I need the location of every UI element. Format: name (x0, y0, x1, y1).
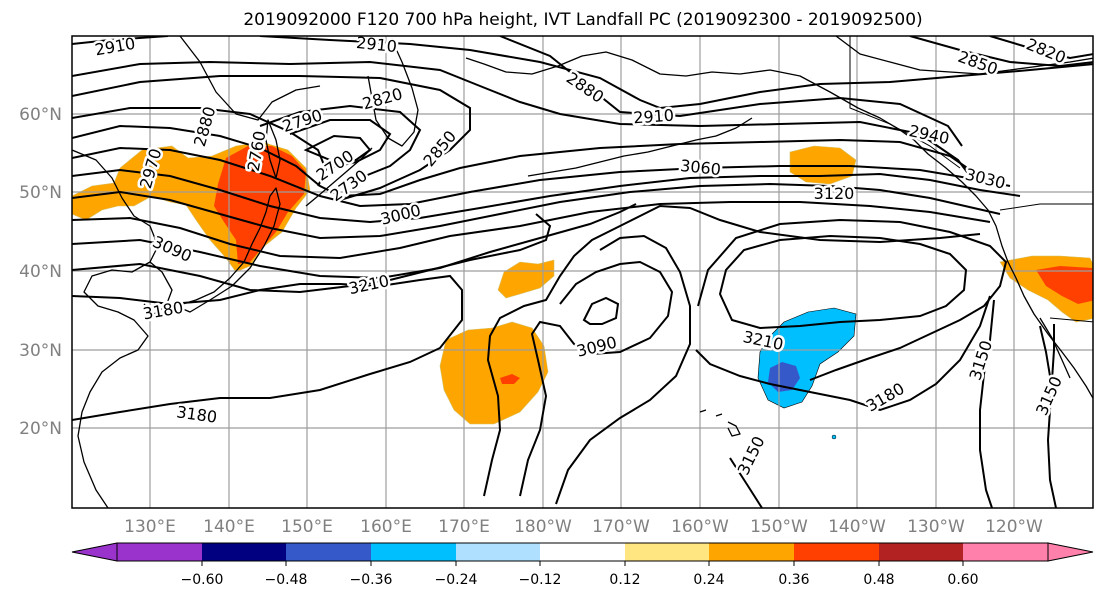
height-contour (72, 75, 471, 201)
colorbar-min-extension (71, 542, 118, 562)
height-contour (72, 182, 1001, 240)
height-contour (1039, 325, 1051, 377)
height-contour (499, 36, 963, 147)
height-contour (72, 213, 552, 294)
lon-label: 120°W (985, 517, 1043, 537)
height-contour (303, 134, 372, 161)
map-frame (71, 35, 1094, 509)
colorbar-bin (117, 543, 202, 561)
colorbar-bin (625, 543, 709, 561)
colorbar-bin (202, 543, 286, 561)
ivt-high-positive-core (1036, 266, 1093, 304)
colorbar-tick-label: 0.48 (863, 572, 894, 588)
height-contour (72, 36, 169, 45)
height-contour (718, 234, 968, 330)
height-contour (695, 295, 991, 412)
colorbar-bin (371, 543, 456, 561)
height-contour (697, 218, 1008, 381)
height-contour (729, 457, 763, 508)
ivt-positive-region (497, 259, 555, 299)
japan-coastline (175, 187, 281, 313)
colorbar-frame (116, 542, 1049, 562)
height-contour (72, 124, 977, 198)
lon-label: 170°W (592, 517, 650, 537)
figure-title: 2019092000 F120 700 hPa height, IVT Land… (243, 10, 922, 30)
height-contour (72, 107, 328, 187)
colorbar-tick-label: −0.60 (181, 572, 224, 588)
height-contours (72, 36, 1093, 508)
lat-label: 50°N (19, 183, 62, 203)
lon-label: 140°E (203, 517, 255, 537)
colorbar-tick-label: 0.24 (693, 572, 724, 588)
height-contour (909, 36, 1093, 68)
latitude-labels: 60°N 50°N 40°N 30°N 20°N (19, 105, 62, 439)
contour-label: 2910 (633, 106, 675, 128)
longitude-labels: 130°E 140°E 150°E 160°E 170°E 180°W 170°… (124, 517, 1043, 537)
colorbar-bin (794, 543, 879, 561)
lon-label: 160°E (360, 517, 412, 537)
korea-coastline (143, 261, 173, 315)
height-contour (582, 296, 620, 325)
height-contour (989, 36, 1093, 60)
lat-label: 40°N (19, 262, 62, 282)
colorbar-bin (963, 543, 1048, 561)
lon-label: 150°W (750, 517, 808, 537)
lon-label: 130°W (907, 517, 965, 537)
colorbar-max-extension (1047, 542, 1094, 562)
baja-california-coastline (1039, 317, 1071, 379)
map-background (72, 36, 1093, 508)
ivt-positive-region (439, 321, 549, 425)
arctic-coast (835, 36, 1093, 75)
hawaii-islands (699, 409, 741, 437)
height-contour (519, 260, 674, 497)
colorbar-tick-label: −0.24 (435, 572, 478, 588)
height-contour (979, 299, 995, 508)
lon-label: 180°W (514, 517, 572, 537)
lon-label: 160°W (671, 517, 729, 537)
colorbar-tick-label: −0.12 (519, 572, 562, 588)
okhotsk-coastline (179, 36, 321, 121)
us-canada-border (999, 203, 1093, 211)
height-contour (555, 234, 691, 505)
height-contour (72, 168, 1021, 224)
colorbar-bin (286, 543, 371, 561)
lon-label: 140°W (828, 517, 886, 537)
height-contour (483, 204, 981, 497)
lat-label: 20°N (19, 419, 62, 439)
colorbar: −0.60 −0.48 −0.36 −0.24 −0.12 0.12 0.24 … (71, 542, 1094, 588)
colorbar-tick-label: 0.12 (609, 572, 640, 588)
height-contour (72, 201, 991, 260)
height-contour (1046, 324, 1057, 508)
lon-label: 170°E (438, 517, 490, 537)
east-asia-coastline (72, 149, 159, 508)
colorbar-bin (709, 543, 794, 561)
height-contour (72, 274, 463, 421)
ivt-shading (72, 141, 1093, 440)
ivt-negative-spot (831, 434, 837, 440)
contour-label: 3120 (814, 184, 855, 203)
map-panel: 2910 2910 2880 2850 2820 2880 2910 2940 … (72, 36, 1093, 508)
height-contour (72, 203, 637, 280)
colorbar-tick-label: 0.36 (778, 572, 809, 588)
colorbar-tick-label: −0.36 (350, 572, 393, 588)
colorbar-bin (879, 543, 963, 561)
lat-label: 60°N (19, 105, 62, 125)
colorbar-bin (540, 543, 625, 561)
ivt-high-positive-core (500, 374, 520, 384)
height-contour (289, 119, 392, 169)
colorbar-tick-label: −0.48 (265, 572, 308, 588)
colorbar-tick-label: 0.60 (947, 572, 978, 588)
height-contour (259, 104, 422, 179)
height-contour (259, 36, 1093, 110)
lon-label: 130°E (124, 517, 176, 537)
us-mexico-border (1049, 317, 1093, 323)
lat-label: 30°N (19, 341, 62, 361)
height-contour (72, 146, 1011, 208)
colorbar-bin (456, 543, 540, 561)
aleutian-islands (527, 117, 753, 177)
ivt-high-positive-core (214, 146, 306, 264)
height-contour (72, 60, 971, 177)
lon-label: 150°E (281, 517, 333, 537)
